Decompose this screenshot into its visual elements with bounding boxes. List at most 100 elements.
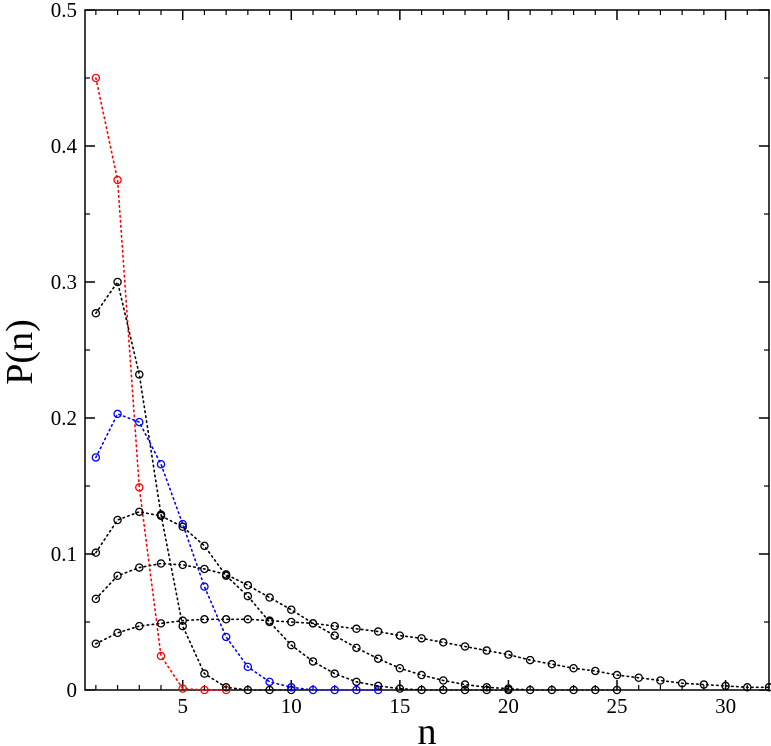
- series-5-point: [135, 563, 144, 572]
- series-5-point: [373, 654, 383, 663]
- series-6-point: [569, 663, 578, 673]
- y-axis-ticks: 0 0.1 0.2 0.3 0.4 0.5: [51, 0, 769, 702]
- series-6-point: [525, 655, 535, 665]
- y-tick-label: 0.3: [51, 270, 77, 294]
- x-tick-label: 30: [715, 694, 736, 718]
- series-6-point: [265, 616, 274, 625]
- series-6-point: [330, 621, 339, 631]
- series-5-point: [330, 631, 339, 640]
- series-2-point: [243, 685, 253, 695]
- series-4-point: [287, 640, 296, 650]
- series-3-point: [373, 685, 383, 695]
- series-6-point: [460, 642, 470, 651]
- series-6-point: [287, 617, 296, 627]
- series-6: [91, 615, 771, 692]
- series-5-point: [482, 683, 491, 692]
- series-5-point: [265, 593, 274, 602]
- series-5-point: [417, 670, 426, 680]
- series-6-point: [721, 681, 730, 691]
- series-3-point: [200, 582, 209, 591]
- series-6-point: [135, 621, 144, 631]
- series-4-point: [200, 541, 209, 551]
- series-4-line: [95, 511, 510, 691]
- series-4-point: [417, 685, 426, 695]
- series-1-point: [200, 685, 209, 695]
- y-tick-label: 0.2: [51, 406, 77, 430]
- series-6-point: [395, 631, 405, 640]
- series-3-point: [135, 417, 144, 427]
- series-4: [91, 507, 513, 695]
- x-tick-label: 25: [607, 694, 628, 718]
- series-4-point: [482, 685, 491, 695]
- series-4-point: [135, 507, 144, 517]
- series-6-point: [764, 683, 771, 692]
- series-5: [91, 559, 622, 695]
- series-6-point: [482, 646, 491, 655]
- series-4-point: [460, 685, 470, 695]
- series-6-point: [612, 670, 622, 680]
- series-6-point: [243, 615, 253, 624]
- series-6-point: [156, 619, 166, 628]
- series-5-point: [504, 684, 513, 693]
- series-6-point: [308, 619, 318, 628]
- series-4-point: [243, 591, 253, 601]
- series-1: [91, 73, 231, 695]
- series-3-point: [308, 685, 318, 695]
- series-5-point: [591, 685, 600, 695]
- series-5-point: [395, 663, 405, 673]
- plot-frame: [84, 9, 770, 691]
- series-6-point: [656, 676, 665, 685]
- series-6-point: [178, 616, 187, 625]
- series-2-point: [221, 683, 231, 692]
- x-tick-label: 5: [177, 694, 188, 718]
- series-4-point: [156, 511, 166, 521]
- y-tick-label: 0.1: [51, 542, 77, 566]
- series-2-point: [91, 309, 101, 318]
- y-tick-label: 0.4: [51, 134, 78, 158]
- series-4-point: [113, 515, 122, 525]
- series-5-point: [243, 581, 253, 590]
- x-tick-label: 10: [281, 694, 302, 718]
- series-2-point: [113, 277, 122, 287]
- series-4-point: [91, 548, 101, 557]
- x-tick-label: 20: [498, 694, 519, 718]
- series-6-point: [221, 615, 231, 624]
- series-1-point: [135, 483, 144, 492]
- y-tick-label: 0: [67, 678, 78, 702]
- series-5-point: [156, 559, 166, 568]
- series-6-point: [373, 627, 383, 636]
- series-5-point: [287, 605, 296, 615]
- series-3-point: [91, 453, 101, 462]
- series-3-point: [221, 632, 231, 642]
- series-3: [91, 409, 383, 695]
- series-5-point: [221, 570, 231, 579]
- series-5-point: [178, 560, 187, 570]
- series-1-point: [91, 73, 101, 83]
- series-1-point: [178, 684, 187, 693]
- x-axis-label: n: [418, 711, 437, 746]
- series-5-point: [439, 676, 448, 685]
- series-6-point: [417, 634, 426, 643]
- series-3-point: [352, 685, 361, 695]
- series-4-point: [439, 685, 448, 695]
- series-6-point: [634, 673, 643, 683]
- series-4-point: [352, 677, 361, 687]
- series-5-point: [569, 685, 578, 695]
- series-5-line: [95, 562, 618, 691]
- y-axis-label: P(n): [0, 319, 41, 384]
- series-4-point: [178, 522, 187, 532]
- series-1-point: [156, 651, 166, 661]
- series-6-point: [439, 638, 448, 647]
- series-3-line: [95, 412, 379, 691]
- series-5-point: [460, 680, 470, 689]
- series-2-point: [287, 685, 296, 695]
- series-6-point: [352, 624, 361, 634]
- series-6-point: [547, 659, 557, 669]
- series-6-point: [113, 628, 122, 638]
- series-6-point: [504, 650, 513, 659]
- series-1-point: [113, 175, 122, 185]
- series-6-point: [200, 615, 209, 624]
- series-4-point: [395, 684, 405, 693]
- series-5-point: [91, 594, 101, 604]
